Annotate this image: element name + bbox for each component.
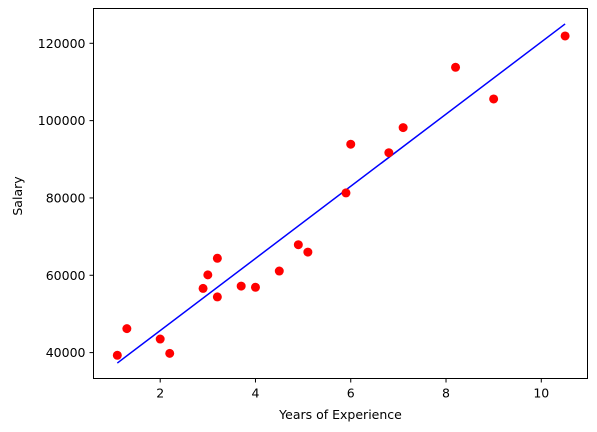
y-tick-label: 60000 (46, 268, 86, 283)
x-axis-ticks: 2 4 6 8 10 (156, 378, 549, 401)
y-tick-label: 80000 (46, 190, 86, 205)
data-point (560, 31, 570, 41)
x-tick-label: 4 (251, 386, 259, 401)
data-point (293, 240, 303, 250)
y-axis-label: Salary (10, 176, 25, 216)
data-point (203, 270, 213, 280)
data-point (274, 266, 284, 276)
x-tick-label: 8 (442, 386, 450, 401)
data-point (341, 188, 351, 198)
data-point (212, 292, 222, 302)
plot-area (112, 23, 570, 364)
data-point (303, 247, 313, 257)
axes-frame (93, 8, 588, 379)
x-axis-label: Years of Experience (278, 407, 402, 422)
data-point (112, 350, 122, 360)
x-tick-label: 2 (156, 386, 164, 401)
data-point (236, 281, 246, 291)
y-tick-label: 100000 (38, 113, 86, 128)
y-tick-label: 120000 (38, 36, 86, 51)
data-point (212, 253, 222, 263)
data-point (489, 94, 499, 104)
data-point (165, 348, 175, 358)
regression-line (116, 23, 566, 364)
data-point (250, 282, 260, 292)
data-point (384, 148, 394, 158)
data-point (451, 62, 461, 72)
data-point (122, 324, 132, 334)
y-tick-label: 40000 (46, 345, 86, 360)
y-axis-ticks: 40000 60000 80000 100000 120000 (38, 36, 94, 360)
data-point (198, 283, 208, 293)
data-point (155, 334, 165, 344)
x-tick-label: 10 (533, 386, 549, 401)
data-point (346, 139, 356, 149)
data-point (398, 123, 408, 133)
x-tick-label: 6 (347, 386, 355, 401)
